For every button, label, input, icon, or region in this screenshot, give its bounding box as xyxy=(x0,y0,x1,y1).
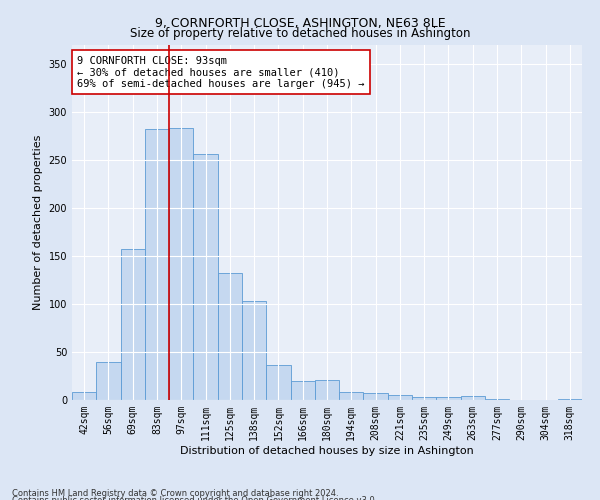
Bar xyxy=(412,397,436,400)
Bar xyxy=(558,399,582,400)
Bar xyxy=(388,395,412,400)
Y-axis label: Number of detached properties: Number of detached properties xyxy=(33,135,43,310)
Text: Contains HM Land Registry data © Crown copyright and database right 2024.: Contains HM Land Registry data © Crown c… xyxy=(12,488,338,498)
Bar xyxy=(72,392,96,400)
Bar xyxy=(242,301,266,400)
Text: 9 CORNFORTH CLOSE: 93sqm
← 30% of detached houses are smaller (410)
69% of semi-: 9 CORNFORTH CLOSE: 93sqm ← 30% of detach… xyxy=(77,56,365,89)
Bar xyxy=(290,381,315,400)
Bar xyxy=(193,154,218,400)
X-axis label: Distribution of detached houses by size in Ashington: Distribution of detached houses by size … xyxy=(180,446,474,456)
Bar xyxy=(485,399,509,400)
Text: Size of property relative to detached houses in Ashington: Size of property relative to detached ho… xyxy=(130,28,470,40)
Text: Contains public sector information licensed under the Open Government Licence v3: Contains public sector information licen… xyxy=(12,496,377,500)
Bar xyxy=(96,362,121,400)
Bar xyxy=(169,128,193,400)
Bar xyxy=(436,397,461,400)
Bar xyxy=(266,366,290,400)
Bar xyxy=(364,394,388,400)
Bar xyxy=(315,380,339,400)
Bar xyxy=(461,396,485,400)
Bar xyxy=(145,130,169,400)
Text: 9, CORNFORTH CLOSE, ASHINGTON, NE63 8LE: 9, CORNFORTH CLOSE, ASHINGTON, NE63 8LE xyxy=(155,18,445,30)
Bar xyxy=(339,392,364,400)
Bar xyxy=(121,250,145,400)
Bar xyxy=(218,274,242,400)
